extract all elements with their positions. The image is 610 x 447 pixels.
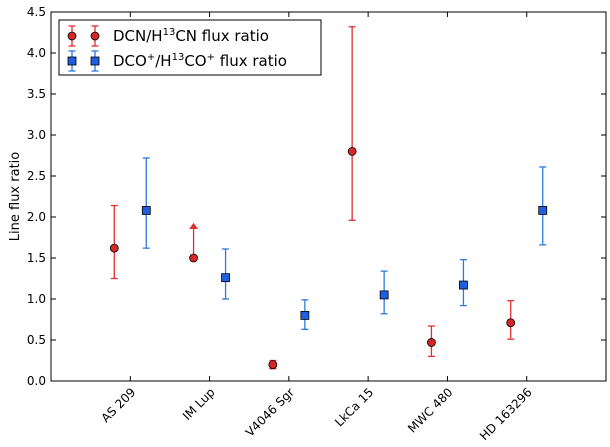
data-point — [189, 253, 198, 263]
data-point — [347, 146, 357, 156]
plot-frame — [50, 11, 607, 382]
data-point — [506, 318, 516, 328]
y-axis-label: Line flux ratio — [8, 152, 23, 241]
lower-limit-arrowhead — [189, 222, 199, 230]
x-tick-label: MWC 480 — [405, 385, 455, 435]
data-point — [109, 243, 119, 253]
x-tick-label: HD 163296 — [477, 385, 535, 443]
legend: DCN/H13CN flux ratio DCO+/H13CO+ flux rat… — [58, 19, 322, 76]
y-tick-label: 4.5 — [27, 5, 46, 19]
series-dcn — [109, 26, 516, 370]
data-point — [459, 280, 468, 290]
legend-box — [58, 19, 322, 76]
y-tick-label: 2.5 — [27, 169, 46, 183]
x-tick-label: IM Lup — [180, 385, 218, 423]
x-tick-label: AS 209 — [98, 385, 138, 425]
legend-label: DCO+/H13CO+ flux ratio — [113, 52, 287, 70]
y-tick-label: 3.5 — [27, 87, 46, 101]
legend-marker — [90, 56, 100, 66]
legend-entry: DCN/H13CN flux ratio — [67, 25, 269, 47]
y-tick-label: 0.5 — [27, 333, 46, 347]
legend-label: DCN/H13CN flux ratio — [113, 27, 269, 45]
legend-entry: DCO+/H13CO+ flux ratio — [67, 50, 287, 72]
legend-marker — [67, 31, 77, 41]
y-tick-label: 3.0 — [27, 128, 46, 142]
x-tick-label: LkCa 15 — [332, 385, 376, 429]
series-layer — [109, 26, 548, 370]
y-tick-label: 2.0 — [27, 210, 46, 224]
data-point — [141, 206, 151, 215]
legend-marker — [90, 31, 100, 41]
y-tick-label: 4.0 — [27, 46, 46, 60]
data-point — [427, 338, 436, 347]
y-tick-label: 0.0 — [27, 374, 46, 388]
data-point — [538, 206, 548, 215]
data-point — [221, 273, 230, 283]
data-point — [268, 360, 278, 370]
x-tick-label: V4046 Sgr — [243, 385, 297, 439]
y-axis: 0.0 0.5 1.0 1.5 2.0 2.5 3.0 3.5 4.0 4.5 — [27, 5, 606, 388]
data-point — [379, 290, 389, 300]
series-dco — [141, 157, 548, 330]
y-tick-label: 1.0 — [27, 292, 46, 306]
y-tick-label: 1.5 — [27, 251, 46, 265]
data-point — [300, 310, 310, 320]
plot-area-border — [50, 11, 607, 382]
legend-marker — [67, 56, 77, 66]
x-axis: AS 209 IM Lup V4046 Sgr LkCa 15 MWC 480 HD 16… — [98, 12, 535, 443]
